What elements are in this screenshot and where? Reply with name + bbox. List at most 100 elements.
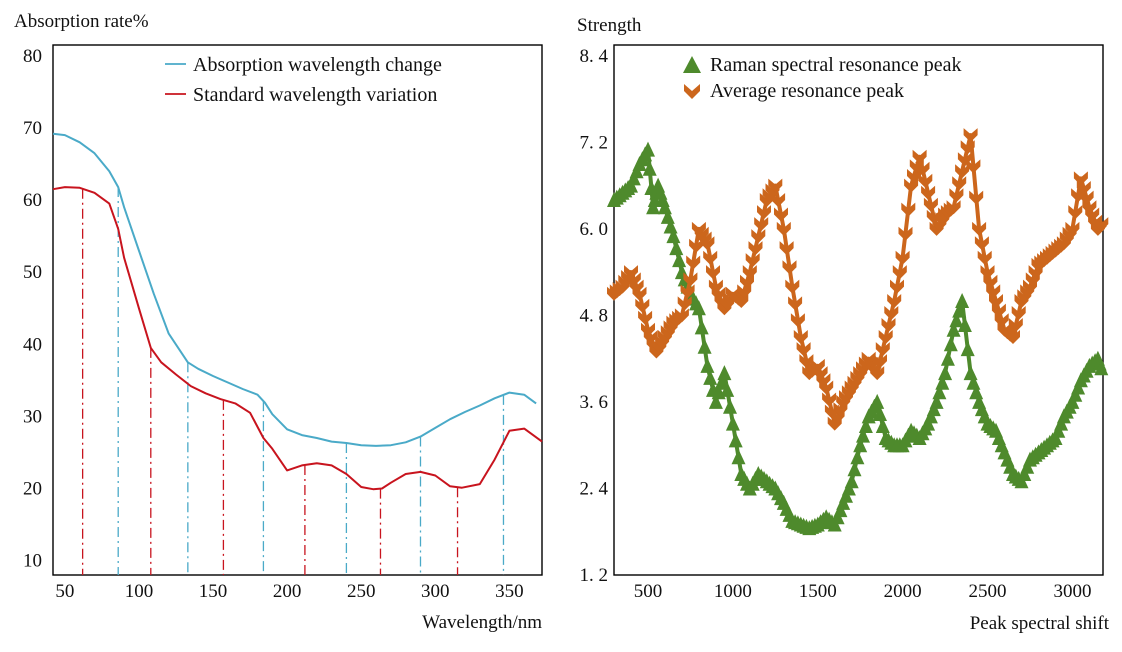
data-point-average — [632, 286, 647, 301]
data-point-average — [674, 308, 689, 323]
series-line-absorption — [52, 132, 537, 447]
data-point-raman — [929, 393, 944, 409]
legend-label-absorption: Absorption wavelength change — [193, 54, 442, 76]
data-point-average — [969, 190, 984, 205]
data-point-average — [1068, 205, 1083, 220]
data-point-raman — [873, 406, 887, 421]
data-point-average — [1008, 318, 1023, 332]
left-x-tick-label: 350 — [495, 581, 524, 602]
data-point-raman — [955, 293, 970, 308]
data-point-average — [819, 380, 834, 395]
data-point-average — [677, 296, 692, 311]
right-y-tick-label: 8. 4 — [580, 46, 609, 67]
left-y-tick-label: 30 — [23, 406, 42, 427]
data-point-raman — [641, 141, 655, 157]
data-point-average — [952, 176, 967, 191]
data-point-average — [706, 265, 720, 280]
data-point-average — [822, 392, 837, 407]
legend-label-average: Average resonance peak — [710, 80, 904, 102]
left-x-tick-label: 100 — [125, 581, 154, 602]
data-point-average — [785, 279, 800, 294]
left-x-tick-label: 150 — [199, 581, 228, 602]
left-x-tick-label: 200 — [273, 581, 302, 602]
data-point-raman — [875, 418, 890, 433]
data-point-average — [742, 265, 757, 280]
data-point-average — [796, 342, 811, 357]
data-point-raman — [717, 365, 732, 381]
raman-markers — [607, 141, 1109, 536]
data-point-average — [745, 253, 760, 268]
data-point-average — [884, 306, 899, 320]
right-ticks: 500 1000 1500 2000 2500 3000 1. 2 2. 4 3. 6 4. 8 6… — [580, 46, 1092, 602]
right-y-tick-label: 4. 8 — [580, 305, 609, 326]
data-point-raman — [725, 415, 740, 431]
data-point-average — [901, 202, 916, 217]
left-x-tick-label: 250 — [347, 581, 376, 602]
data-point-average — [700, 236, 715, 251]
data-point-average — [955, 164, 970, 179]
data-point-average — [1073, 171, 1088, 186]
data-point-raman — [858, 418, 873, 433]
absorption-panel: 50 100 150 200 250 300 350 10 20 30 40 50 60 70 80 Abs… — [14, 11, 543, 633]
data-point-average — [870, 366, 885, 381]
left-y-tick-label: 80 — [23, 46, 42, 67]
data-point-raman — [949, 312, 964, 328]
legend-label-raman: Raman spectral resonance peak — [710, 54, 962, 76]
left-x-tick-label: 50 — [55, 581, 74, 602]
left-y-tick-label: 10 — [23, 551, 42, 572]
left-y-tick-label: 50 — [23, 262, 42, 283]
right-x-tick-label: 2000 — [884, 581, 922, 602]
data-point-raman — [946, 321, 961, 337]
data-point-raman — [957, 317, 972, 332]
data-point-average — [757, 205, 771, 220]
data-point-average — [751, 229, 766, 244]
data-point-average — [689, 238, 704, 253]
right-x-axis-title: Peak spectral shift — [970, 613, 1110, 634]
left-plot-frame — [52, 44, 543, 576]
data-point-raman — [844, 473, 859, 489]
data-point-raman — [963, 365, 978, 381]
data-point-average — [779, 241, 794, 256]
data-point-raman — [938, 365, 953, 381]
raman-panel: 500 1000 1500 2000 2500 3000 1. 2 2. 4 3. 6 4. 8 6… — [577, 15, 1110, 634]
right-x-tick-label: 3000 — [1053, 581, 1091, 602]
data-point-average — [895, 250, 910, 265]
left-legend: Absorption wavelength change Standard wa… — [165, 54, 442, 106]
data-point-average — [960, 140, 975, 155]
data-point-raman — [720, 381, 735, 397]
series-line-standard — [52, 186, 543, 491]
data-point-raman — [850, 449, 865, 465]
data-point-raman — [703, 369, 718, 385]
average-markers — [607, 128, 1109, 431]
right-x-tick-label: 2500 — [969, 581, 1007, 602]
left-ticks: 50 100 150 200 250 300 350 10 20 30 40 50 60 70 80 — [23, 46, 524, 602]
data-point-average — [892, 265, 907, 280]
data-point-raman — [847, 461, 862, 477]
data-point-average — [912, 149, 927, 164]
right-legend: Raman spectral resonance peak Average re… — [683, 54, 962, 102]
data-point-average — [1006, 330, 1020, 344]
right-x-tick-label: 500 — [634, 581, 663, 602]
data-point-raman — [943, 336, 958, 352]
right-x-tick-label: 1000 — [714, 581, 752, 602]
right-y-tick-label: 6. 0 — [580, 219, 609, 240]
data-point-raman — [940, 350, 955, 366]
right-y-tick-label: 1. 2 — [580, 565, 609, 586]
data-point-raman — [666, 228, 681, 244]
data-point-raman — [870, 393, 885, 409]
right-y-tick-label: 2. 4 — [580, 478, 609, 499]
data-point-raman — [691, 300, 706, 316]
data-point-raman — [723, 398, 737, 414]
left-y-tick-label: 60 — [23, 190, 42, 211]
legend-marker-raman — [683, 56, 701, 73]
data-point-average — [638, 310, 653, 325]
data-point-average — [686, 255, 701, 270]
left-y-axis-title: Absorption rate% — [14, 11, 149, 32]
left-x-tick-label: 300 — [421, 581, 450, 602]
right-y-axis-title: Strength — [577, 15, 642, 36]
data-point-raman — [700, 357, 715, 373]
data-point-raman — [714, 374, 729, 390]
data-point-raman — [731, 449, 746, 465]
